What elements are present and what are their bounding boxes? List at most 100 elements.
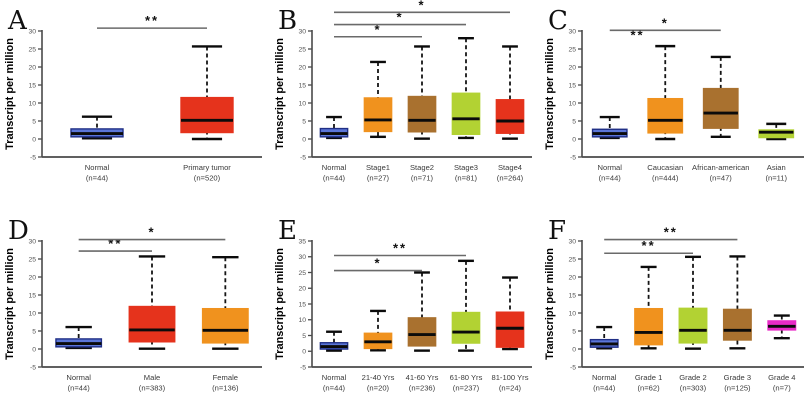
panel-d-chart: D -5 0 5 10 15 20 25 30 Transcript per million Nor… [4, 216, 262, 393]
y-tick-label: 15 [28, 82, 36, 89]
box-rect [647, 97, 684, 134]
y-tick-label: 10 [568, 100, 576, 107]
y-axis-title: Transcript per million [544, 248, 556, 360]
box-61-80-yrs [451, 259, 481, 352]
y-axis-title: Transcript per million [544, 38, 556, 150]
category-label: Asian [767, 163, 786, 172]
box-rect [180, 96, 234, 134]
significance-label: * [396, 10, 403, 25]
category-n-label: (n=71) [411, 174, 434, 183]
category-label: 81-100 Yrs [491, 373, 528, 382]
significance-label: * [374, 256, 381, 271]
category-label: African-american [692, 163, 749, 172]
category-n-label: (n=20) [367, 384, 390, 393]
y-tick-label: 5 [572, 328, 576, 335]
category-label: Caucasian [647, 163, 683, 172]
box-rect [451, 311, 481, 344]
box-grade-3 [722, 255, 752, 350]
box-rect [758, 129, 795, 139]
y-tick-label: 25 [568, 46, 576, 53]
y-tick-label: 0 [572, 346, 576, 353]
box-grade-4 [767, 314, 797, 340]
category-label: Primary tumor [183, 163, 231, 172]
category-label: Grade 2 [679, 373, 706, 382]
y-tick-label: -5 [570, 364, 576, 371]
y-axis-title: Transcript per million [4, 38, 16, 150]
category-label: Normal [592, 373, 617, 382]
significance-label: ** [642, 238, 656, 253]
panel-d: D -5 0 5 10 15 20 25 30 Transcript per million Nor… [0, 210, 270, 419]
y-tick-label: 20 [28, 274, 36, 281]
category-n-label: (n=81) [455, 174, 478, 183]
box-rect [451, 92, 481, 136]
box-normal [55, 325, 103, 350]
y-axis-title: Transcript per million [274, 248, 286, 360]
box-stage2 [407, 45, 437, 140]
category-n-label: (n=44) [86, 174, 109, 183]
category-n-label: (n=520) [194, 174, 221, 183]
box-normal [319, 330, 349, 352]
y-tick-label: 25 [568, 256, 576, 263]
y-tick-label: 25 [28, 256, 36, 263]
box-male [128, 255, 176, 350]
category-label: Male [144, 373, 160, 382]
box-normal [589, 325, 619, 350]
y-tick-label: 30 [298, 254, 306, 261]
category-label: Grade 4 [768, 373, 795, 382]
y-tick-label: 15 [568, 292, 576, 299]
y-tick-label: 25 [28, 46, 36, 53]
y-tick-label: 0 [32, 346, 36, 353]
box-rect [407, 317, 437, 347]
y-tick-label: 20 [298, 286, 306, 293]
significance-label: ** [393, 240, 407, 255]
box-rect [407, 95, 437, 133]
panel-b: B -5 0 5 10 15 20 25 30 Transcript per million Nor… [270, 0, 540, 210]
category-n-label: (n=136) [212, 384, 239, 393]
category-label: Grade 3 [724, 373, 751, 382]
box-normal [591, 115, 628, 140]
category-label: Normal [322, 163, 347, 172]
box-21-40-yrs [363, 309, 393, 352]
box-rect [678, 307, 708, 344]
y-tick-label: 30 [568, 28, 576, 35]
y-tick-label: 15 [568, 82, 576, 89]
category-n-label: (n=44) [323, 174, 346, 183]
significance-label: * [148, 225, 155, 240]
box-female [201, 256, 249, 350]
category-label: Female [213, 373, 238, 382]
panel-c: C -5 0 5 10 15 20 25 30 Transcript per million Nor… [540, 0, 812, 210]
y-tick-label: 25 [298, 46, 306, 53]
y-tick-label: 10 [298, 100, 306, 107]
y-tick-label: 35 [298, 238, 306, 245]
box-normal [319, 115, 349, 140]
box-asian [758, 122, 795, 141]
y-tick-label: 20 [568, 64, 576, 71]
box-caucasian [647, 44, 684, 141]
y-tick-label: 5 [572, 118, 576, 125]
category-label: 61-80 Yrs [450, 373, 483, 382]
box-rect [128, 305, 176, 343]
y-tick-label: 0 [302, 136, 306, 143]
y-tick-label: -5 [30, 364, 36, 371]
box-african-american [702, 55, 739, 139]
box-stage1 [363, 60, 393, 139]
y-axis-title: Transcript per million [4, 248, 16, 360]
significance-label: ** [108, 236, 122, 251]
y-tick-label: 10 [568, 310, 576, 317]
y-tick-label: 30 [568, 238, 576, 245]
panel-f-chart: F -5 0 5 10 15 20 25 30 Transcript per million Nor… [544, 216, 804, 393]
box-stage3 [451, 37, 481, 140]
panel-a: A -5 0 5 10 15 20 25 30 Transcript per million Nor… [0, 0, 270, 210]
panel-e: E -5 0 5 10 15 20 25 30 35 Transcript per million N… [270, 210, 540, 419]
box-normal [70, 115, 124, 140]
category-n-label: (n=27) [367, 174, 390, 183]
category-n-label: (n=11) [765, 174, 787, 183]
y-tick-label: 5 [32, 328, 36, 335]
category-label: Normal [322, 373, 347, 382]
y-tick-label: -5 [570, 154, 576, 161]
box-rect [702, 87, 739, 129]
category-label: Normal [66, 373, 91, 382]
panel-letter: A [7, 6, 28, 36]
category-n-label: (n=44) [323, 384, 346, 393]
y-axis-title: Transcript per million [274, 38, 286, 150]
